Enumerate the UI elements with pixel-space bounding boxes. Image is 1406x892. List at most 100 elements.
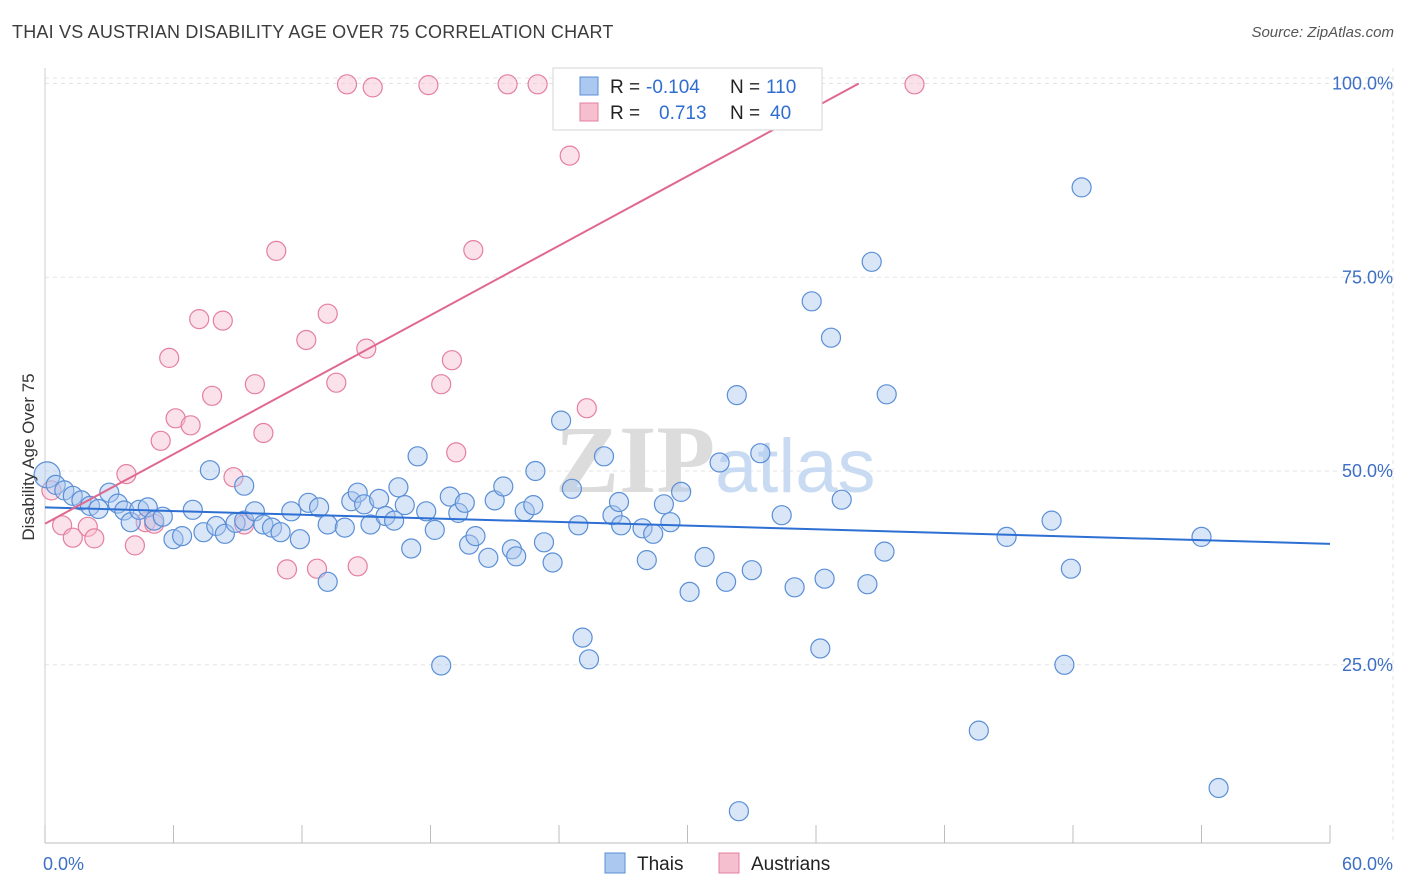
thais-point xyxy=(1041,510,1062,531)
legend-r-value-austrians: 0.713 xyxy=(659,103,707,124)
austrians-point xyxy=(336,74,358,95)
thais-point xyxy=(172,525,193,547)
legend-r-label-austrians: R = xyxy=(610,103,640,124)
thais-point xyxy=(439,486,460,507)
x-tick-labels: 0.0% 60.0% xyxy=(43,854,1393,874)
x-tick-label-max: 60.0% xyxy=(1342,854,1393,874)
austrians-point xyxy=(212,310,233,331)
thais-point xyxy=(206,515,227,537)
legend-n-label-austrians: N = xyxy=(730,103,760,124)
austrians-point xyxy=(317,303,338,324)
thais-point xyxy=(347,482,368,503)
austrians-point xyxy=(576,398,597,419)
thais-point xyxy=(741,560,762,581)
thais-point xyxy=(193,522,214,543)
bottom-legend-swatch-thais xyxy=(604,852,626,874)
legend-r-label-thais: R = xyxy=(610,77,640,98)
thais-point xyxy=(857,574,878,595)
thais-point xyxy=(728,801,750,822)
thais-point xyxy=(234,475,255,496)
legend-r-value-thais: -0.104 xyxy=(646,77,700,98)
austrians-point xyxy=(431,374,452,395)
source-label: Source: ZipAtlas.com xyxy=(1251,24,1394,41)
thais-point xyxy=(270,522,291,543)
thais-point xyxy=(561,478,583,499)
austrians-point xyxy=(165,408,186,429)
austrians-point xyxy=(150,430,171,451)
thais-point xyxy=(369,488,390,509)
austrians-point xyxy=(180,415,201,436)
watermark: ZIP atlas xyxy=(555,406,876,513)
legend-swatch-thais xyxy=(579,76,599,96)
austrians-point xyxy=(202,385,223,406)
thais-point xyxy=(407,446,428,467)
austrians-point xyxy=(223,467,244,488)
thais-point xyxy=(334,517,355,538)
thais-point xyxy=(1208,777,1229,799)
thais-trend-line xyxy=(44,506,1331,545)
thais-point xyxy=(709,452,730,473)
thais-point xyxy=(424,519,445,541)
legend-n-value-thais: 110 xyxy=(766,77,796,98)
austrians-point xyxy=(84,528,105,549)
thais-point xyxy=(578,649,600,670)
austrians-point xyxy=(296,329,317,351)
austrians-point xyxy=(904,74,925,95)
thais-point xyxy=(670,481,692,502)
thais-point xyxy=(1054,654,1075,675)
thais-point xyxy=(493,476,514,497)
legend: R = -0.104 N = 110 R = 0.713 N = 40 xyxy=(552,67,823,131)
thais-point xyxy=(152,506,173,527)
thais-point xyxy=(465,525,486,547)
thais-point xyxy=(653,494,675,515)
thais-point xyxy=(384,510,405,531)
y-tick-labels: 25.0% 50.0% 75.0% 100.0% xyxy=(1332,74,1393,675)
thais-point xyxy=(354,494,375,515)
thais-point xyxy=(199,460,220,481)
thais-point xyxy=(388,477,409,498)
thais-point xyxy=(602,505,623,526)
legend-swatch-austrians xyxy=(579,102,599,122)
bottom-legend-label-thais: Thais xyxy=(637,854,683,875)
austrians-point xyxy=(347,556,368,577)
austrians-point xyxy=(244,374,265,395)
trend-lines xyxy=(44,82,1331,545)
austrians-point xyxy=(189,309,210,330)
austrians-point xyxy=(559,145,580,166)
thais-point xyxy=(416,501,437,522)
thais-point xyxy=(572,627,593,648)
thais-point xyxy=(861,251,882,272)
y-tick-label-2: 75.0% xyxy=(1342,267,1393,287)
axes xyxy=(44,68,1331,844)
thais-point xyxy=(831,489,852,510)
thais-point xyxy=(636,549,657,571)
thais-point xyxy=(478,547,499,568)
thais-point xyxy=(542,552,563,573)
thais-point xyxy=(1071,177,1092,198)
thais-point xyxy=(874,541,895,562)
thais-point xyxy=(454,492,475,513)
y-tick-label-3: 100.0% xyxy=(1332,74,1393,94)
thais-point xyxy=(593,446,615,467)
thais-point xyxy=(1060,558,1082,579)
austrians-point xyxy=(306,558,328,579)
austrians-point xyxy=(362,77,383,98)
thais-point xyxy=(715,571,737,592)
watermark-atlas: atlas xyxy=(715,424,876,509)
thais-point xyxy=(876,384,897,405)
thais-point xyxy=(550,410,572,431)
thais-point xyxy=(608,491,630,513)
thais-point xyxy=(506,546,527,567)
thais-point xyxy=(448,502,469,524)
thais-point xyxy=(996,526,1017,548)
austrians-point xyxy=(463,240,484,261)
thais-point xyxy=(610,515,632,536)
austrians-point xyxy=(527,74,548,95)
y-tick-label-1: 50.0% xyxy=(1342,461,1393,481)
chart-title: THAI VS AUSTRIAN DISABILITY AGE OVER 75 … xyxy=(12,22,614,42)
austrians-point xyxy=(77,516,98,537)
austrians-point xyxy=(266,240,287,261)
bottom-legend-label-austrians: Austrians xyxy=(751,854,830,875)
thais-point xyxy=(643,523,664,544)
thais-point xyxy=(784,577,805,598)
